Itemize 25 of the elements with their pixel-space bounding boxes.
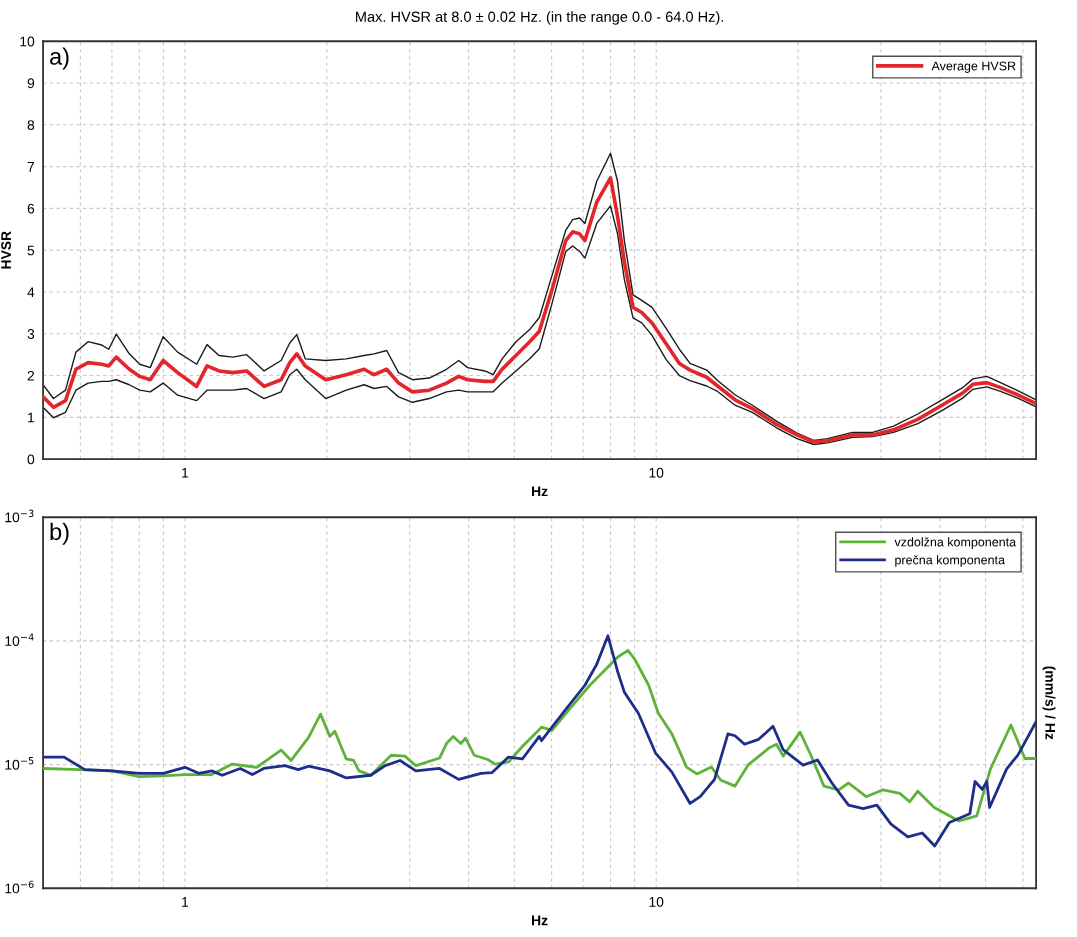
y-tick-label: 0 (27, 454, 35, 465)
y-tick-label: 3 (27, 329, 35, 339)
y-tick-label: 9 (27, 78, 35, 89)
y-tick-label: 10$^{−6}$ (5, 880, 34, 894)
chart-title: Max. HVSR at 8.0 ± 0.02 Hz. (in the range 0.0 - 64.0 Hz). (356, 11, 724, 25)
annotation: a) (50, 47, 69, 70)
y-axis-title: (mm/s) / Hz (1042, 666, 1056, 740)
y-tick-label: 5 (27, 245, 35, 256)
y-tick-label: 4 (27, 287, 35, 297)
legend-label: prečna komponenta (895, 555, 1005, 567)
y-axis-title: HVSR (1, 231, 11, 269)
legend-label: vzdolžna komponenta (894, 537, 1017, 549)
y-tick-label: 10$^{−3}$ (5, 509, 34, 523)
y-tick-label: 10 (20, 36, 35, 47)
x-axis-title: Hz (532, 486, 548, 497)
y-tick-label: 8 (27, 120, 35, 130)
y-tick-label: 2 (27, 370, 35, 381)
y-tick-label: 10$^{−5}$ (5, 757, 34, 770)
annotation: b) (50, 522, 69, 545)
legend-label: Average HVSR (931, 61, 1016, 73)
y-tick-label: 7 (27, 162, 35, 172)
y-tick-label: 6 (27, 203, 35, 214)
y-tick-label: 1 (28, 412, 35, 423)
y-tick-label: 10$^{−4}$ (5, 633, 34, 646)
x-axis-title: Hz (532, 915, 548, 926)
